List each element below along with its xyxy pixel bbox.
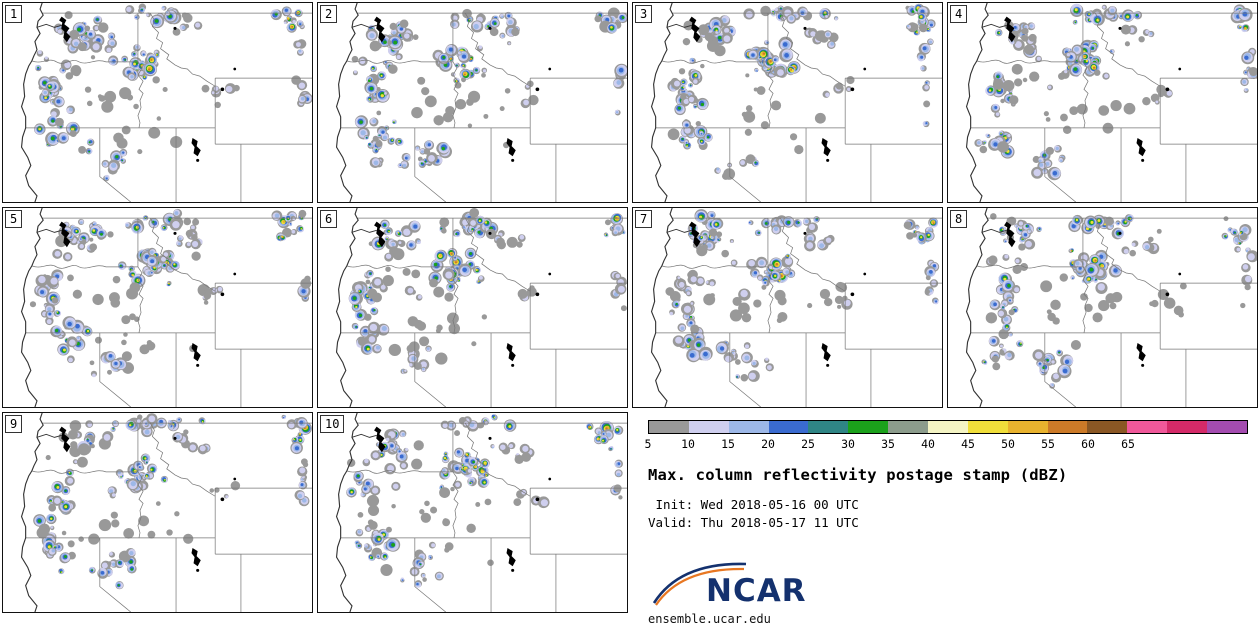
member-number-label: 4 [950, 5, 968, 23]
legend-block: 5 10 15 20 25 30 35 40 45 50 55 60 65 Max. column re… [632, 412, 1258, 626]
reflectivity-map-7 [650, 208, 942, 407]
member-number-label: 6 [320, 210, 338, 228]
member-panel-6: 6 [317, 207, 628, 408]
member-number-label: 1 [5, 5, 23, 23]
colorbar-tick: 45 [961, 437, 975, 451]
colorbar-segment [1207, 421, 1247, 433]
colorbar-tick: 60 [1081, 437, 1095, 451]
colorbar-tick: 5 [644, 437, 652, 451]
logo-arc-orange [655, 568, 745, 606]
colorbar-tick: 30 [841, 437, 855, 451]
logo-arc-blue [652, 562, 747, 604]
colorbar-tick-labels: 5 10 15 20 25 30 35 40 45 50 55 60 65 [644, 437, 1248, 452]
colorbar-segment [888, 421, 929, 433]
member-panel-8: 8 [947, 207, 1258, 408]
member-panel-9: 9 [2, 412, 313, 613]
source-url: ensemble.ucar.edu [648, 612, 771, 626]
member-panel-4: 4 [947, 2, 1258, 203]
colorbar-segment [848, 421, 889, 433]
ncar-logo-text: NCAR [706, 573, 807, 608]
member-number-label: 9 [5, 415, 23, 433]
member-panel-5: 5 [2, 207, 313, 408]
colorbar-segment [1087, 421, 1128, 433]
colorbar-tick: 35 [881, 437, 895, 451]
colorbar-segment [808, 421, 849, 433]
member-number-label: 10 [320, 415, 345, 433]
member-number-label: 2 [320, 5, 338, 23]
reflectivity-map-8 [965, 208, 1257, 407]
reflectivity-map-1 [20, 3, 312, 202]
colorbar-segment [768, 421, 809, 433]
colorbar-tick: 40 [921, 437, 935, 451]
colorbar-tick: 50 [1001, 437, 1015, 451]
member-number-label: 7 [635, 210, 653, 228]
colorbar-tick: 25 [801, 437, 815, 451]
time-info: Init: Wed 2018-05-16 00 UTC Valid: Thu 2… [648, 496, 1248, 532]
reflectivity-map-3 [650, 3, 942, 202]
member-panel-10: 10 [317, 412, 628, 613]
colorbar-tick: 65 [1121, 437, 1135, 451]
colorbar-segment [1047, 421, 1088, 433]
member-panel-7: 7 [632, 207, 943, 408]
colorbar-segment [1127, 421, 1168, 433]
reflectivity-map-6 [335, 208, 627, 407]
colorbar-tick: 15 [721, 437, 735, 451]
colorbar-segment [728, 421, 769, 433]
init-time: Init: Wed 2018-05-16 00 UTC [648, 497, 859, 512]
ncar-logo: NCAR [648, 558, 1248, 612]
reflectivity-colorbar [648, 420, 1248, 434]
colorbar-segment [1167, 421, 1208, 433]
ncar-logo-graphic: NCAR [652, 562, 807, 609]
colorbar-segment [928, 421, 968, 433]
member-number-label: 3 [635, 5, 653, 23]
member-panel-1: 1 [2, 2, 313, 203]
reflectivity-map-9 [20, 413, 312, 612]
valid-time: Valid: Thu 2018-05-17 11 UTC [648, 515, 859, 531]
colorbar-segment [1007, 421, 1048, 433]
member-number-label: 5 [5, 210, 23, 228]
colorbar-tick: 20 [761, 437, 775, 451]
member-panel-3: 3 [632, 2, 943, 203]
colorbar-segment [967, 421, 1008, 433]
reflectivity-map-4 [965, 3, 1257, 202]
member-number-label: 8 [950, 210, 968, 228]
colorbar-tick: 10 [681, 437, 695, 451]
colorbar-tick: 55 [1041, 437, 1055, 451]
reflectivity-map-2 [335, 3, 627, 202]
plot-title: Max. column reflectivity postage stamp (… [648, 466, 1068, 484]
reflectivity-map-5 [20, 208, 312, 407]
member-panel-2: 2 [317, 2, 628, 203]
reflectivity-map-10 [335, 413, 627, 612]
colorbar-segment [688, 421, 729, 433]
colorbar-segment [649, 421, 689, 433]
